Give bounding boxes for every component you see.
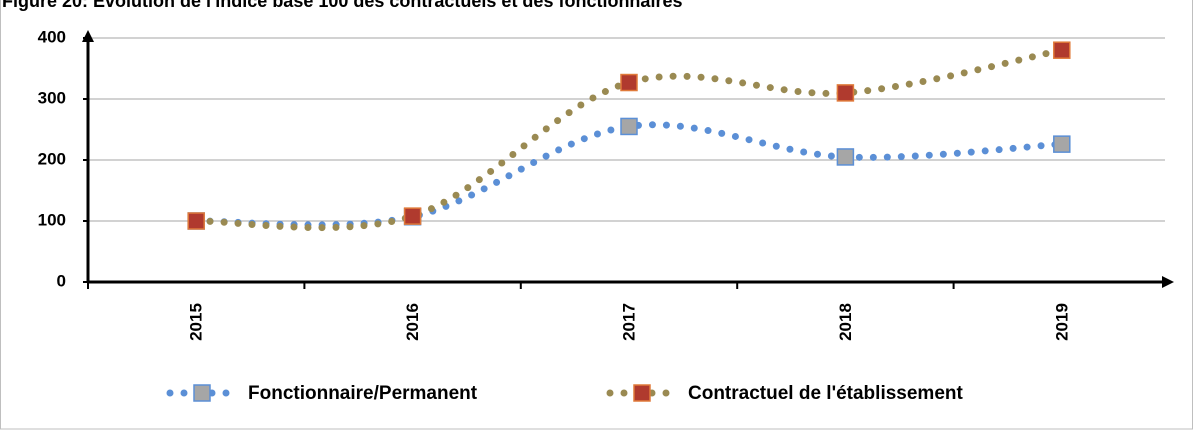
x-tick-label: 2018: [836, 303, 855, 341]
chart-title: Figure 20: Evolution de l'indice base 10…: [2, 0, 682, 11]
series-line: [192, 121, 1066, 229]
y-tick-label: 0: [57, 271, 66, 290]
x-tick-label: 2017: [619, 303, 638, 341]
marker: [836, 148, 855, 166]
y-axis-arrow: [82, 30, 94, 42]
x-tick-label: 2016: [403, 303, 422, 341]
marker: [403, 207, 422, 225]
marker: [1053, 41, 1071, 59]
legend-marker: [633, 384, 651, 402]
marker: [836, 84, 855, 102]
marker: [1053, 135, 1071, 153]
marker: [620, 117, 638, 136]
x-axis-arrow: [1162, 276, 1174, 288]
marker: [620, 73, 638, 92]
y-tick-label: 400: [38, 27, 66, 46]
legend-label: Fonctionnaire/Permanent: [248, 383, 478, 404]
legend-marker: [193, 384, 211, 402]
y-tick-label: 300: [38, 88, 66, 107]
legend-label: Contractuel de l'établissement: [688, 383, 963, 404]
x-tick-label: 2019: [1052, 303, 1071, 341]
y-tick-label: 100: [38, 210, 66, 229]
y-tick-label: 200: [38, 149, 66, 168]
x-tick-label: 2015: [187, 303, 206, 341]
marker: [187, 212, 205, 230]
